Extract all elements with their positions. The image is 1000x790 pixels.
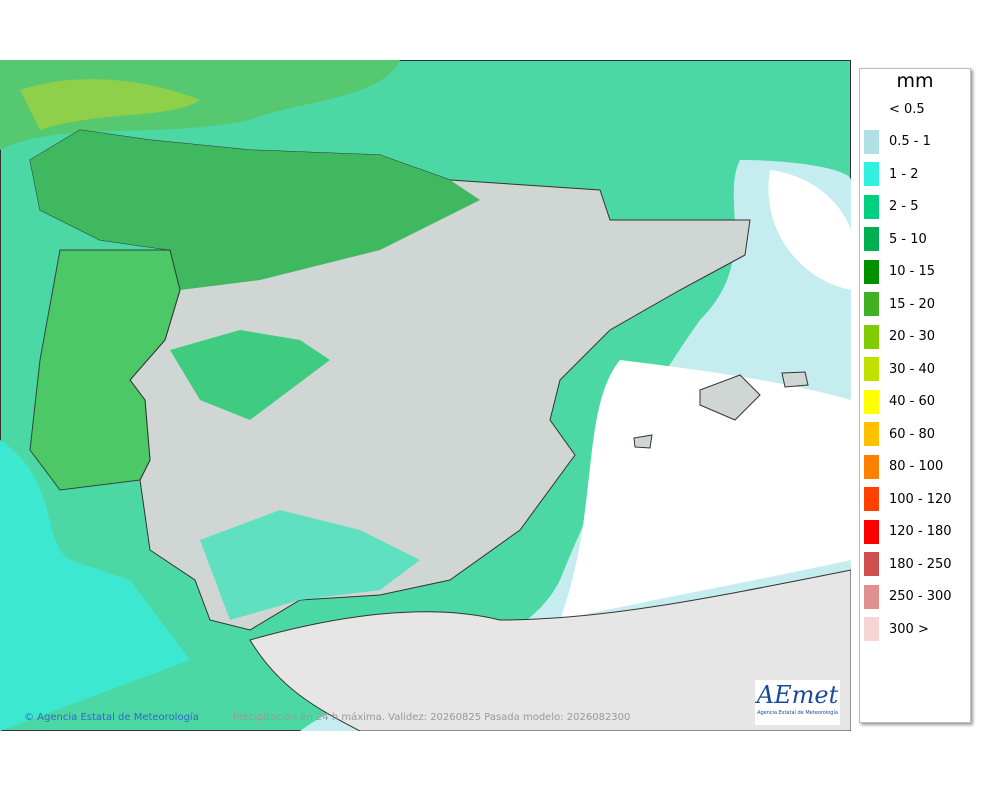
legend-label: 1 - 2	[889, 166, 919, 182]
legend-label: 250 - 300	[889, 589, 952, 604]
legend-swatch	[864, 422, 879, 446]
legend-swatch	[864, 552, 879, 576]
legend-item: 15 - 20	[864, 292, 935, 316]
legend-label: 0.5 - 1	[889, 134, 931, 149]
legend-item: < 0.5	[864, 97, 925, 121]
legend-swatch	[864, 129, 879, 154]
logo[interactable]: AEmet Agencia Estatal de Meteorología	[755, 680, 840, 725]
legend-label: 20 - 30	[889, 329, 936, 344]
credit[interactable]: © Agencia Estatal de Meteorología	[24, 712, 199, 723]
legend-item: 300 >	[864, 617, 929, 641]
legend-item: 5 - 10	[864, 227, 927, 251]
legend-label: 100 - 120	[889, 491, 952, 507]
legend-label: 120 - 180	[889, 524, 952, 539]
legend-swatch	[864, 487, 879, 511]
legend-swatch	[864, 227, 879, 251]
legend-label: 30 - 40	[889, 361, 936, 377]
legend-label: 2 - 5	[889, 199, 919, 214]
legend-item: 180 - 250	[864, 552, 952, 576]
legend-swatch	[864, 259, 879, 284]
legend: mm < 0.5 0.5 - 1 1 - 2 2 - 5 5 - 10 10 - 15 15…	[859, 68, 971, 723]
legend-swatch	[864, 324, 879, 349]
legend-item: 0.5 - 1	[864, 129, 931, 154]
legend-item: 1 - 2	[864, 162, 919, 186]
legend-swatch	[864, 617, 879, 641]
legend-label: 5 - 10	[889, 231, 927, 247]
legend-label: < 0.5	[889, 101, 925, 117]
legend-item: 80 - 100	[864, 454, 944, 479]
legend-title: mm	[896, 70, 934, 92]
logo-name: AEmet	[756, 681, 839, 709]
legend-swatch	[864, 584, 879, 609]
legend-item: 250 - 300	[864, 584, 952, 609]
caption: Precipitación en 24 h máxima. Validez: 2…	[233, 712, 631, 723]
legend-swatch	[864, 162, 879, 186]
precipitation-map	[0, 60, 851, 731]
legend-item: 10 - 15	[864, 259, 936, 284]
legend-swatch	[864, 389, 879, 414]
legend-label: 180 - 250	[889, 556, 952, 572]
legend-swatch	[864, 292, 879, 316]
legend-label: 10 - 15	[889, 264, 936, 279]
legend-swatch	[864, 97, 879, 121]
legend-item: 20 - 30	[864, 324, 936, 349]
legend-item: 100 - 120	[864, 487, 952, 511]
legend-item: 120 - 180	[864, 519, 952, 544]
legend-label: 15 - 20	[889, 296, 936, 312]
legend-swatch	[864, 357, 879, 381]
legend-swatch	[864, 194, 879, 219]
logo-subtitle: Agencia Estatal de Meteorología	[757, 710, 838, 716]
legend-label: 40 - 60	[889, 394, 936, 409]
legend-item: 40 - 60	[864, 389, 936, 414]
legend-label: 60 - 80	[889, 426, 936, 442]
legend-item: 60 - 80	[864, 422, 935, 446]
legend-swatch	[864, 454, 879, 479]
legend-label: 80 - 100	[889, 459, 944, 474]
legend-label: 300 >	[889, 621, 929, 637]
legend-swatch	[864, 519, 879, 544]
legend-item: 2 - 5	[864, 194, 919, 219]
legend-item: 30 - 40	[864, 357, 935, 381]
